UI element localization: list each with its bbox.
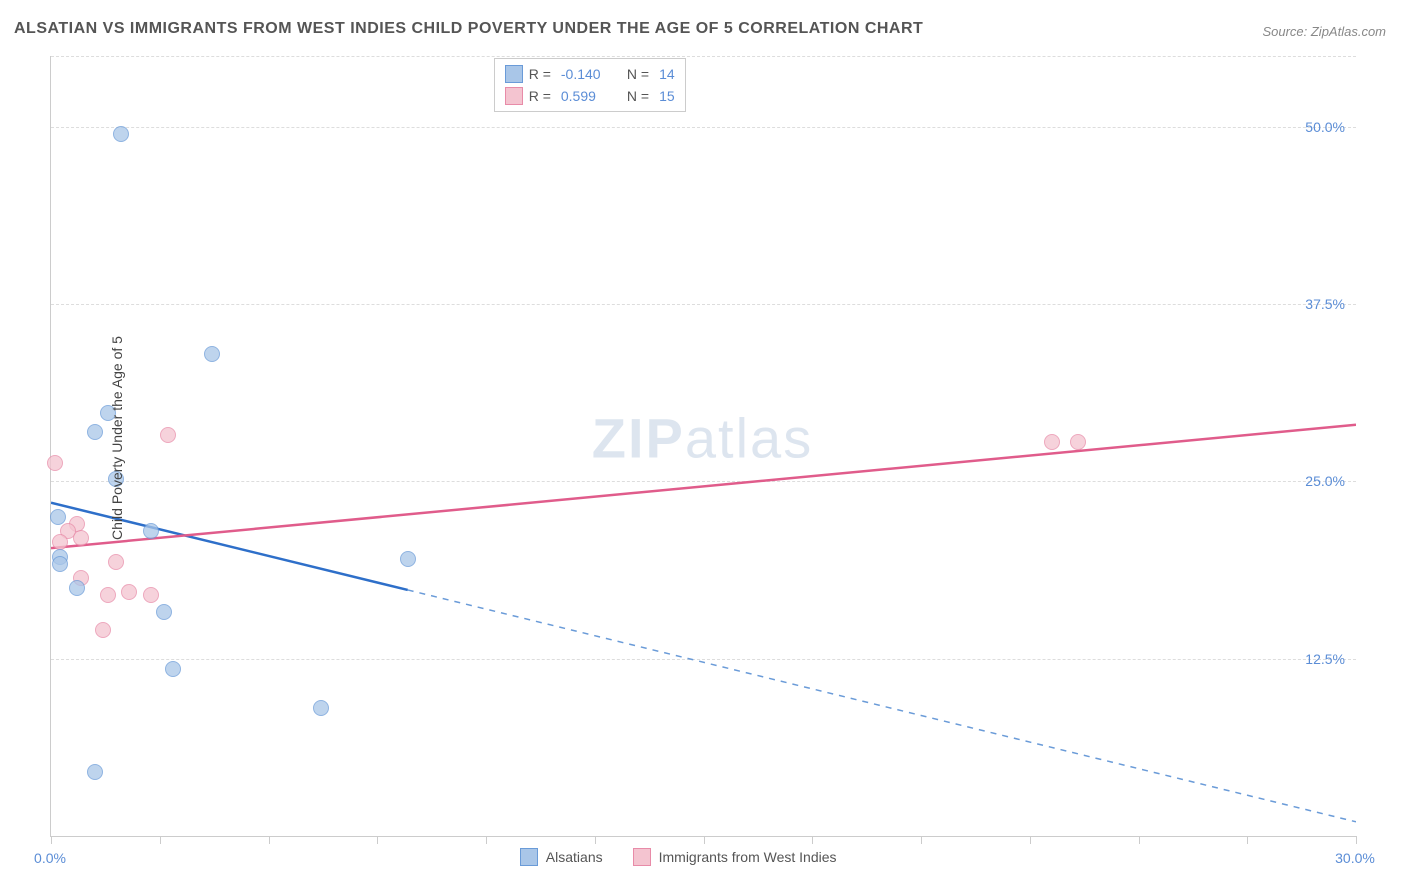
- scatter-point: [1070, 434, 1086, 450]
- scatter-point: [160, 427, 176, 443]
- legend-item-label: Alsatians: [546, 849, 603, 865]
- scatter-point: [156, 604, 172, 620]
- y-tick-label: 50.0%: [1305, 119, 1345, 135]
- x-tick: [1139, 836, 1140, 844]
- scatter-point: [113, 126, 129, 142]
- scatter-point: [121, 584, 137, 600]
- legend-stat-row: R = 0.599 N = 15: [505, 85, 675, 107]
- scatter-point: [1044, 434, 1060, 450]
- series-legend: Alsatians Immigrants from West Indies: [520, 848, 837, 866]
- scatter-point: [47, 455, 63, 471]
- legend-r-value: -0.140: [557, 66, 621, 82]
- legend-swatch: [505, 87, 523, 105]
- source-attribution: Source: ZipAtlas.com: [1262, 24, 1386, 39]
- legend-swatch: [633, 848, 651, 866]
- correlation-legend: R = -0.140 N = 14 R = 0.599 N = 15: [494, 58, 686, 112]
- legend-item: Alsatians: [520, 848, 603, 866]
- scatter-point: [73, 530, 89, 546]
- x-tick: [1030, 836, 1031, 844]
- trend-line-dashed: [408, 590, 1356, 822]
- x-tick: [160, 836, 161, 844]
- gridline-horizontal: [51, 304, 1356, 305]
- gridline-horizontal: [51, 659, 1356, 660]
- x-tick: [921, 836, 922, 844]
- trend-line-solid: [51, 425, 1356, 548]
- scatter-point: [87, 424, 103, 440]
- x-tick: [812, 836, 813, 844]
- x-tick: [269, 836, 270, 844]
- legend-r-label: R =: [529, 88, 551, 104]
- legend-swatch: [520, 848, 538, 866]
- chart-plot-area: [50, 56, 1356, 837]
- y-tick-label: 37.5%: [1305, 296, 1345, 312]
- scatter-point: [108, 554, 124, 570]
- y-axis-title: Child Poverty Under the Age of 5: [109, 336, 125, 540]
- scatter-point: [95, 622, 111, 638]
- legend-stat-row: R = -0.140 N = 14: [505, 63, 675, 85]
- trend-lines-layer: [51, 56, 1356, 836]
- scatter-point: [69, 580, 85, 596]
- scatter-point: [313, 700, 329, 716]
- gridline-horizontal: [51, 56, 1356, 57]
- legend-item: Immigrants from West Indies: [633, 848, 837, 866]
- scatter-point: [100, 587, 116, 603]
- scatter-point: [143, 587, 159, 603]
- y-tick-label: 12.5%: [1305, 651, 1345, 667]
- legend-r-value: 0.599: [557, 88, 621, 104]
- x-tick: [1247, 836, 1248, 844]
- scatter-point: [50, 509, 66, 525]
- x-tick: [377, 836, 378, 844]
- x-tick: [51, 836, 52, 844]
- x-tick: [704, 836, 705, 844]
- x-tick: [1356, 836, 1357, 844]
- scatter-point: [52, 556, 68, 572]
- y-tick-label: 25.0%: [1305, 473, 1345, 489]
- legend-n-label: N =: [627, 66, 649, 82]
- legend-swatch: [505, 65, 523, 83]
- scatter-point: [204, 346, 220, 362]
- x-tick-label: 30.0%: [1335, 850, 1375, 866]
- gridline-horizontal: [51, 481, 1356, 482]
- scatter-point: [87, 764, 103, 780]
- scatter-point: [143, 523, 159, 539]
- gridline-horizontal: [51, 127, 1356, 128]
- scatter-point: [165, 661, 181, 677]
- trend-line-solid: [51, 503, 408, 590]
- x-tick: [595, 836, 596, 844]
- scatter-point: [400, 551, 416, 567]
- legend-item-label: Immigrants from West Indies: [659, 849, 837, 865]
- chart-title: ALSATIAN VS IMMIGRANTS FROM WEST INDIES …: [14, 20, 923, 38]
- legend-r-label: R =: [529, 66, 551, 82]
- x-tick-label: 0.0%: [34, 850, 66, 866]
- legend-n-label: N =: [627, 88, 649, 104]
- x-tick: [486, 836, 487, 844]
- legend-n-value: 14: [655, 66, 675, 82]
- legend-n-value: 15: [655, 88, 675, 104]
